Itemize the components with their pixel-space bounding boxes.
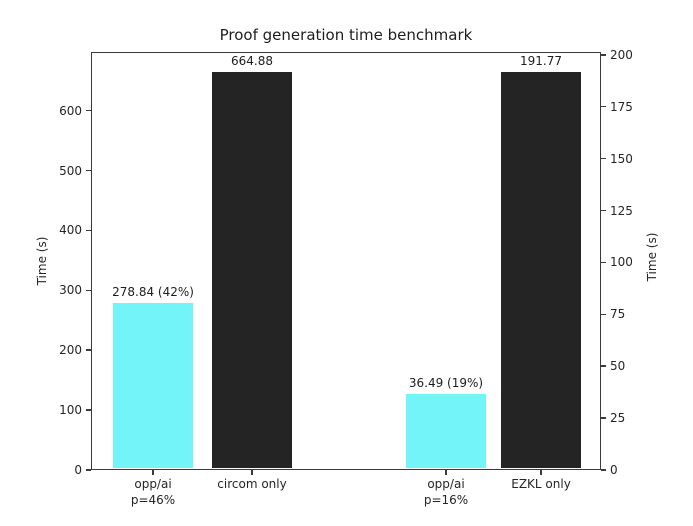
x-tick <box>540 470 542 475</box>
right-tick <box>601 365 606 367</box>
bar-value-label-ezkl-only: 191.77 <box>520 53 563 68</box>
chart-title: Proof generation time benchmark <box>219 26 473 44</box>
right-tick-label: 0 <box>610 463 618 477</box>
left-tick <box>86 469 91 471</box>
bar-circom-only <box>212 71 292 469</box>
right-tick-label: 100 <box>610 255 633 270</box>
left-tick-label: 100 <box>59 403 82 418</box>
right-tick <box>601 313 606 316</box>
x-tick-label-opp-ai-p-16: opp/ai p=16% <box>423 477 469 507</box>
left-tick-label: 200 <box>59 343 82 358</box>
bar-value-label-circom-only: 664.88 <box>231 53 273 68</box>
bar-opp-ai-p-16 <box>406 394 486 469</box>
right-tick-label: 175 <box>610 99 633 114</box>
right-tick-label: 25 <box>610 411 626 426</box>
left-tick-label: 600 <box>59 103 82 118</box>
left-tick <box>86 409 91 411</box>
right-tick-label: 200 <box>610 47 633 62</box>
left-tick <box>86 349 91 351</box>
right-tick-label: 150 <box>610 151 633 166</box>
right-tick <box>601 105 606 108</box>
left-axis-label: Time (s) <box>35 236 49 286</box>
right-tick-label: 75 <box>610 307 626 322</box>
right-tick-label: 50 <box>610 359 626 374</box>
x-tick <box>445 470 447 475</box>
left-tick <box>86 289 91 292</box>
right-tick <box>601 157 606 160</box>
left-tick-label: 300 <box>59 283 82 298</box>
left-tick-label: 0 <box>74 463 82 477</box>
left-tick-label: 400 <box>59 223 82 238</box>
x-tick-label-opp-ai-p-46: opp/ai p=46% <box>130 477 176 507</box>
right-tick-label: 125 <box>610 203 633 218</box>
right-tick <box>601 209 606 212</box>
x-tick <box>251 470 253 475</box>
right-tick <box>601 261 606 264</box>
left-tick <box>86 229 91 232</box>
bar-value-label-opp-ai-p-46: 278.84 (42%) <box>112 285 194 300</box>
x-tick-label-circom-only: circom only <box>217 477 287 491</box>
left-tick-label: 500 <box>59 163 82 178</box>
left-tick <box>86 169 91 172</box>
right-tick <box>601 417 606 419</box>
bar-opp-ai-p-46 <box>113 303 193 469</box>
left-tick <box>86 109 91 112</box>
right-tick <box>601 54 606 56</box>
x-tick <box>152 470 154 475</box>
bar-value-label-opp-ai-p-16: 36.49 (19%) <box>408 376 484 391</box>
x-tick-label-ezkl-only: EZKL only <box>511 477 571 491</box>
bar-ezkl-only <box>501 71 581 469</box>
right-tick <box>601 469 606 471</box>
